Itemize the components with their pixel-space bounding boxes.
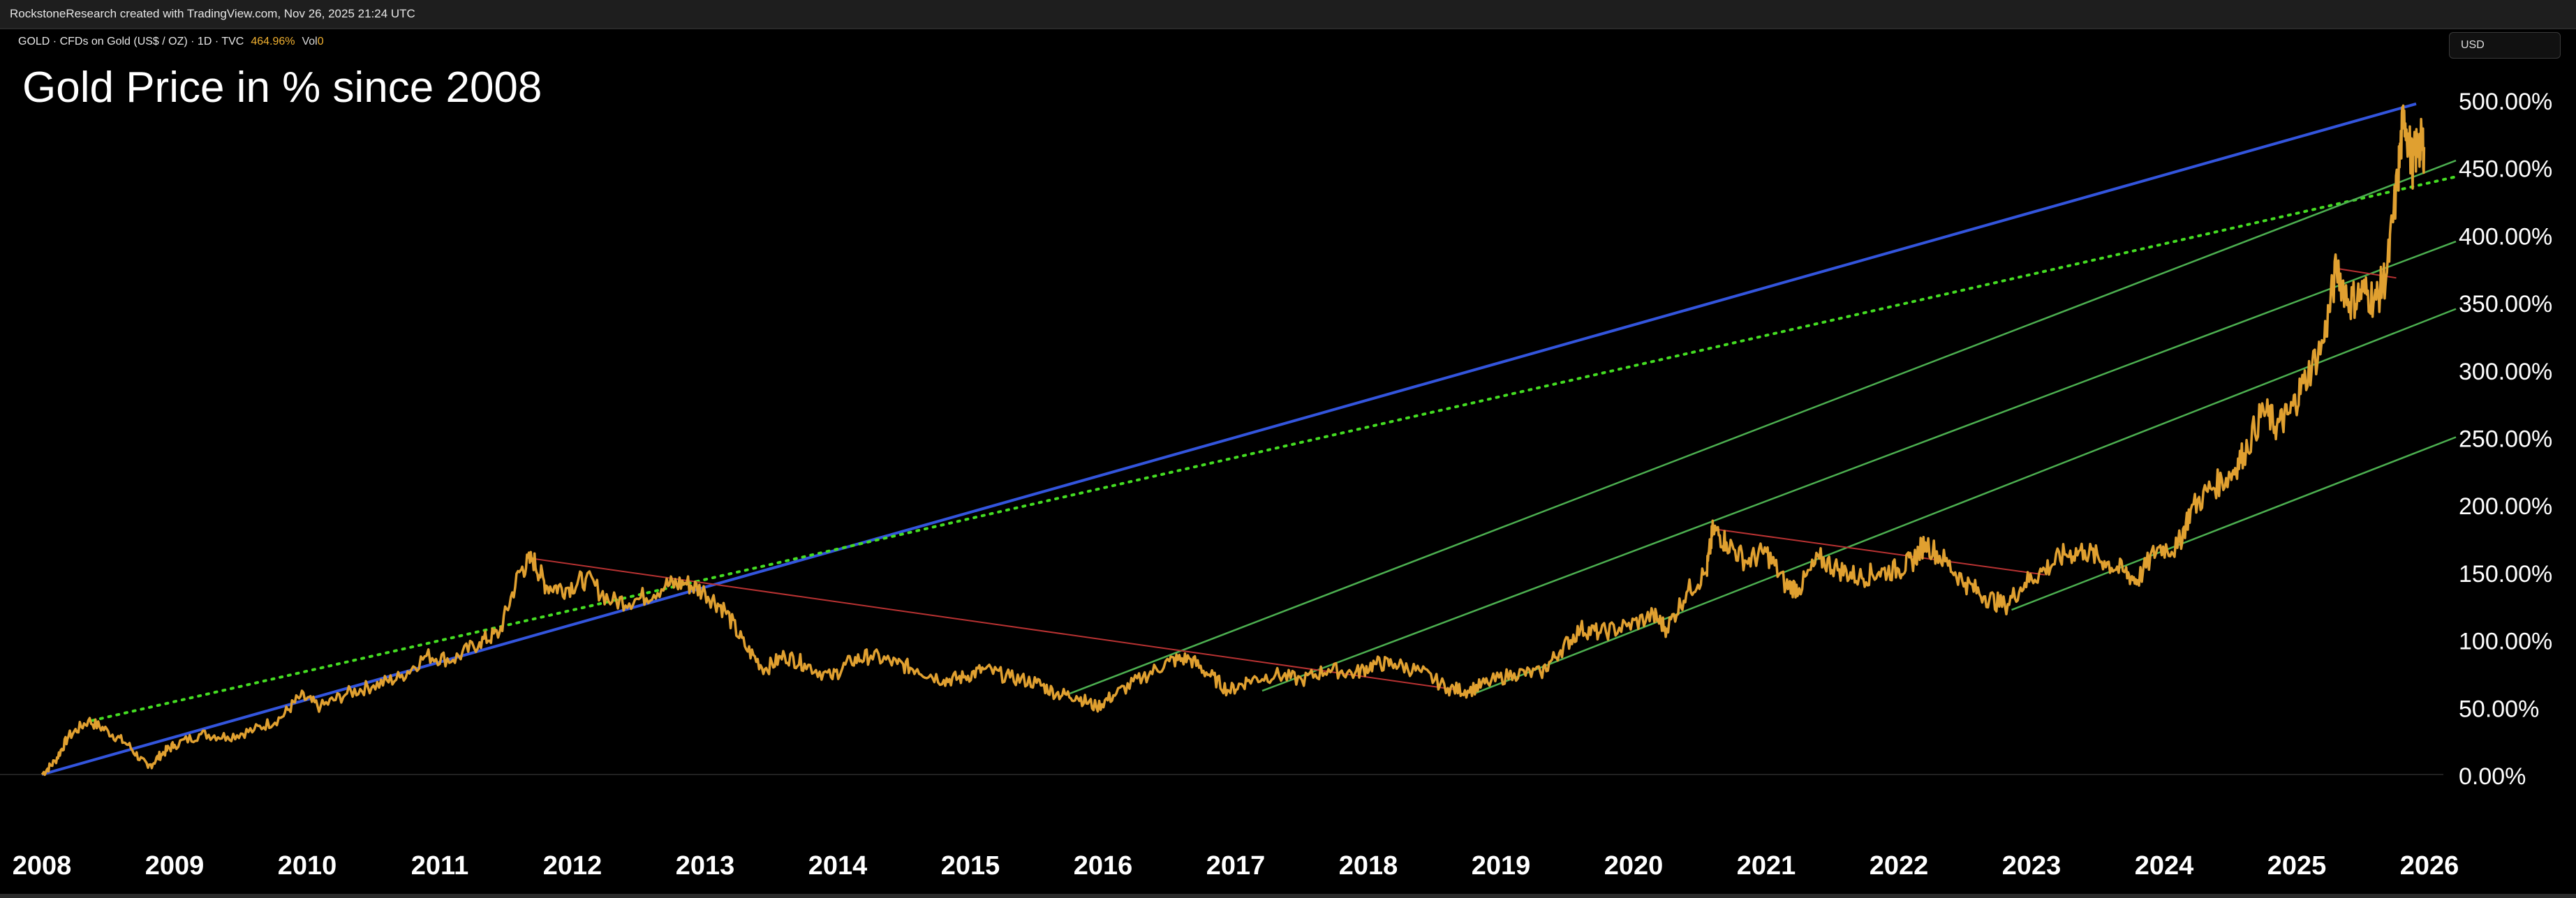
symbol-description[interactable]: GOLD · CFDs on Gold (US$ / OZ) · 1D · TV… [18,36,244,47]
x-tick-label: 2015 [941,851,1000,881]
y-tick-label: 50.00% [2459,696,2539,722]
y-tick-label: 300.00% [2459,359,2552,385]
trendline-7 [1712,528,2045,576]
x-tick-label: 2010 [278,851,337,881]
currency-button[interactable]: USD [2449,32,2561,59]
trendline-3 [1261,240,2457,692]
x-tick-label: 2026 [2400,851,2459,881]
y-tick-label: 100.00% [2459,629,2552,655]
y-tick-label: 250.00% [2459,426,2552,453]
trendline-5 [2011,436,2457,611]
x-tick-label: 2008 [13,851,72,881]
trendline-2 [1069,159,2457,695]
y-tick-label: 200.00% [2459,493,2552,520]
y-tick-label: 350.00% [2459,291,2552,317]
x-tick-label: 2012 [543,851,602,881]
x-tick-label: 2023 [2002,851,2061,881]
x-tick-label: 2018 [1339,851,1398,881]
last-value: 464.96% [251,36,295,47]
y-tick-label: 150.00% [2459,561,2552,588]
y-tick-label: 400.00% [2459,223,2552,250]
x-tick-label: 2024 [2135,851,2194,881]
y-tick-label: 450.00% [2459,156,2552,183]
x-tick-label: 2016 [1074,851,1133,881]
x-tick-label: 2011 [411,851,468,881]
y-axis[interactable]: 0.00% 50.00% 100.00% 150.00% 200.00% 250.00% 3… [2459,89,2552,790]
x-axis[interactable]: 2008 2009 2010 2011 2012 2013 2014 2015 2016 2017… [13,851,2459,881]
price-series [40,104,2426,777]
x-tick-label: 2025 [2267,851,2327,881]
price-line [40,104,2426,777]
x-tick-label: 2022 [1870,851,1929,881]
x-tick-label: 2014 [808,851,868,881]
bottom-scroll-strip[interactable] [0,894,2576,898]
attribution-bar: RockstoneResearch created with TradingVi… [0,0,2576,29]
x-tick-label: 2013 [676,851,735,881]
symbol-info-bar[interactable]: GOLD · CFDs on Gold (US$ / OZ) · 1D · TV… [18,36,324,48]
x-tick-label: 2009 [145,851,205,881]
y-tick-label: 500.00% [2459,89,2552,115]
trendlines [0,102,2457,776]
x-tick-label: 2021 [1737,851,1796,881]
attribution-text: RockstoneResearch created with TradingVi… [10,7,415,20]
trendline-1 [91,175,2457,722]
chart-title: Gold Price in % since 2008 [22,63,542,112]
x-tick-label: 2017 [1206,851,1266,881]
volume-value: 0 [317,36,324,47]
x-tick-label: 2020 [1604,851,1664,881]
volume-label: Vol [302,36,318,47]
y-tick-label: 0.00% [2459,763,2526,790]
x-tick-label: 2019 [1472,851,1531,881]
